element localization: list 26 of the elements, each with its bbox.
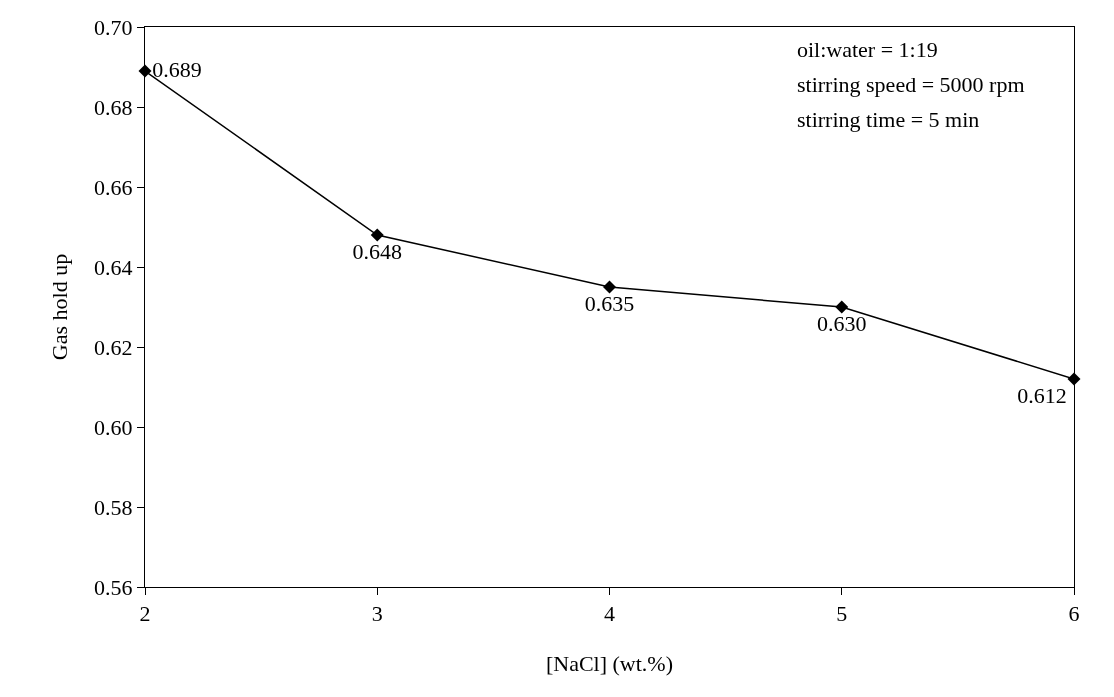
annotation: stirring speed = 5000 rpm xyxy=(797,72,1025,97)
point xyxy=(603,280,616,294)
annotation: stirring time = 5 min xyxy=(797,107,980,132)
y-tick-label: 0.60 xyxy=(94,414,133,440)
x-tick-label: 2 xyxy=(139,601,151,627)
y-tick-label: 0.56 xyxy=(94,574,133,600)
y-axis-title: Gas hold up xyxy=(46,253,72,361)
text: 0.630 xyxy=(817,310,867,336)
text: 0.612 xyxy=(1017,382,1067,408)
text: 0.635 xyxy=(584,290,635,316)
x-tick-label: 3 xyxy=(371,601,383,627)
text: 0.648 xyxy=(352,238,402,264)
y-tick-label: 0.68 xyxy=(94,94,133,120)
y-tick-label: 0.58 xyxy=(94,494,133,520)
y-tick-label: 0.64 xyxy=(94,254,133,280)
annotation: oil:water = 1:19 xyxy=(797,37,938,62)
x-tick-label: 5 xyxy=(836,601,848,627)
y-tick-label: 0.66 xyxy=(94,174,133,200)
point xyxy=(370,228,384,242)
x-axis-title: [NaCl] (wt.%) xyxy=(545,651,674,677)
x-tick-label: 4 xyxy=(604,601,615,627)
y-tick-label: 0.62 xyxy=(94,334,133,360)
text: 0.689 xyxy=(152,56,202,82)
y-tick-label: 0.70 xyxy=(94,14,133,40)
x-tick-label: 6 xyxy=(1068,601,1080,627)
point xyxy=(835,300,849,314)
